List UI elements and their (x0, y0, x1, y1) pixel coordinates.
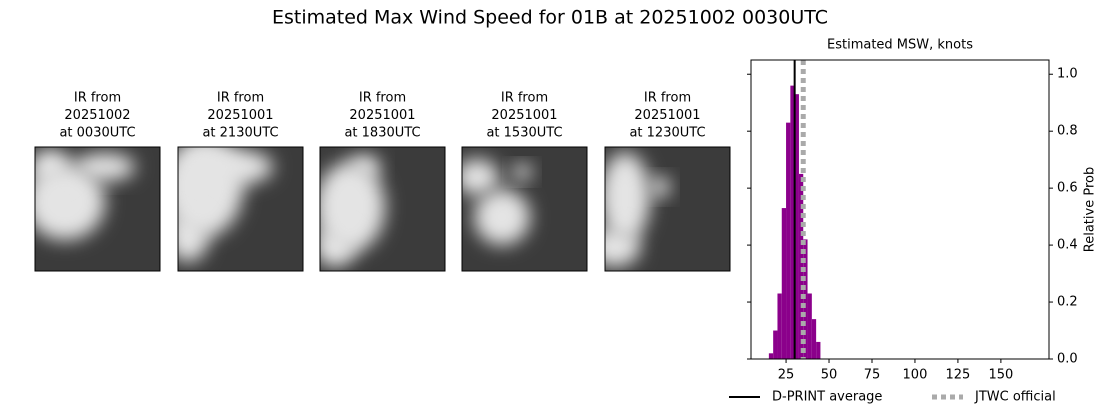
cloud (193, 149, 273, 185)
bar (773, 330, 778, 359)
x-tick-label: 50 (821, 368, 838, 383)
cloud (462, 159, 499, 195)
image-content (178, 147, 303, 271)
image-caption: 20251002 (64, 108, 130, 123)
cloud (512, 164, 532, 180)
image-border (461, 146, 588, 272)
image-content (462, 147, 587, 271)
x-tick-label: 25 (778, 368, 795, 383)
image-border (34, 146, 161, 272)
image-caption: 20251001 (207, 108, 273, 123)
bar (768, 353, 774, 359)
satellite-image (604, 146, 731, 272)
y-tick-label: 0.4 (1057, 238, 1078, 253)
bar (798, 173, 804, 359)
image-caption: 20251001 (349, 108, 415, 123)
satellite-image (461, 146, 588, 272)
y-tick-label: 0.0 (1057, 352, 1078, 367)
cloud (75, 153, 135, 181)
image-caption: at 1530UTC (486, 126, 562, 141)
x-tick-label: 150 (988, 368, 1013, 383)
image-content (320, 147, 445, 271)
main-title: Estimated Max Wind Speed for 01B at 2025… (272, 7, 828, 29)
cloud (350, 155, 380, 179)
cloud (178, 212, 208, 262)
bar (794, 94, 799, 360)
image-border (604, 146, 731, 272)
image-caption: IR from (74, 91, 121, 106)
x-tick-label: 75 (864, 368, 881, 383)
satellite-image (177, 146, 304, 272)
image-caption: 20251001 (634, 108, 700, 123)
chart-title: Estimated MSW, knots (827, 38, 973, 53)
bar (816, 341, 821, 359)
y-tick-label: 1.0 (1057, 67, 1078, 82)
bar (777, 293, 782, 359)
image-caption: at 2130UTC (202, 126, 278, 141)
image-caption: IR from (501, 91, 548, 106)
image-border (319, 146, 446, 272)
legend-label: D-PRINT average (772, 390, 882, 405)
image-caption: IR from (217, 91, 264, 106)
image-caption: at 0030UTC (59, 126, 135, 141)
bar (807, 293, 812, 359)
cloud (605, 152, 650, 242)
cloud (35, 149, 70, 185)
image-caption: 20251001 (491, 108, 557, 123)
bar (790, 85, 795, 359)
bar (781, 208, 787, 359)
y-tick-label: 0.8 (1057, 124, 1078, 139)
y-tick-label: 0.2 (1057, 295, 1078, 310)
bar (786, 122, 791, 360)
plot-frame (750, 59, 1050, 360)
image-caption: IR from (644, 91, 691, 106)
image-content (35, 147, 160, 271)
y-tick-label: 0.6 (1057, 181, 1078, 196)
image-caption: at 1830UTC (344, 126, 420, 141)
x-tick-label: 100 (903, 368, 928, 383)
image-caption: IR from (359, 91, 406, 106)
cloud (605, 227, 640, 267)
satellite-image (34, 146, 161, 272)
satellite-image (319, 146, 446, 272)
y-axis-label: Relative Prob (1083, 167, 1098, 252)
x-tick-label: 125 (946, 368, 971, 383)
legend-label: JTWC official (974, 390, 1056, 405)
bar (811, 319, 817, 359)
image-caption: at 1230UTC (629, 126, 705, 141)
image-content (605, 147, 730, 271)
cloud (474, 189, 530, 245)
cloud (320, 227, 355, 267)
cloud (650, 177, 670, 197)
image-border (177, 146, 304, 272)
bar (803, 239, 808, 359)
